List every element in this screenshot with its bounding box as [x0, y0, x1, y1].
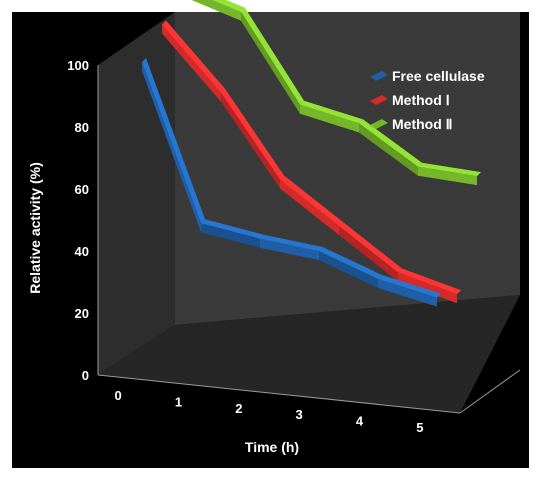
y-tick-label: 0	[82, 368, 89, 383]
series-segment-top	[241, 7, 304, 105]
series-segment-top	[201, 219, 264, 239]
series-segment	[260, 238, 319, 261]
series-segment-top	[142, 58, 205, 224]
y-tick-label: 40	[75, 244, 89, 259]
series-segment	[221, 92, 280, 189]
series-segment	[378, 279, 437, 307]
series-segment	[142, 62, 201, 233]
series-segment	[359, 123, 418, 176]
series-line-0	[142, 58, 441, 307]
series-line-1	[162, 20, 461, 304]
series-segment-top	[339, 222, 402, 273]
series-segment-top	[359, 119, 422, 167]
legend: Free cellulase Method Ⅰ Method Ⅱ	[370, 68, 485, 132]
series-segment-top	[398, 268, 461, 295]
series-segment	[398, 272, 457, 304]
back-wall	[175, 12, 520, 325]
y-axis-ticks: 0 20 40 60 80 100	[67, 58, 89, 383]
series-segment	[280, 179, 339, 235]
legend-swatch	[370, 71, 388, 81]
floor	[98, 295, 520, 413]
legend-label: Method Ⅰ	[392, 92, 450, 108]
x-tick-label: 1	[175, 395, 182, 410]
series-segment	[191, 0, 241, 21]
series-segment-top	[319, 247, 382, 279]
x-tick-label: 3	[296, 407, 303, 422]
series-lines	[142, 0, 481, 307]
series-segment-top	[378, 275, 441, 298]
series-segment-top	[221, 88, 284, 180]
series-segment-top	[280, 175, 343, 226]
x-tick-label: 5	[416, 420, 423, 435]
y-tick-label: 100	[67, 58, 89, 73]
legend-label: Free cellulase	[392, 68, 485, 84]
x-axis-line	[97, 374, 461, 414]
y-axis-title: Relative activity (%)	[27, 162, 43, 294]
series-segment	[201, 223, 260, 248]
series-segment-top	[300, 100, 363, 124]
x-axis-title: Time (h)	[245, 439, 299, 455]
x-tick-label: 2	[235, 401, 242, 416]
series-segment	[339, 226, 398, 282]
y-tick-label: 20	[75, 306, 89, 321]
series-segment-top	[212, 0, 245, 12]
series-segment-top	[162, 20, 225, 93]
series-segment-top	[418, 162, 481, 177]
series-segment	[319, 251, 378, 288]
series-line-2	[191, 0, 481, 186]
legend-swatch	[370, 119, 388, 129]
x-tick-label: 4	[356, 414, 364, 429]
series-segment-top	[260, 234, 323, 252]
y-tick-label: 60	[75, 182, 89, 197]
side-wall	[98, 12, 175, 375]
series-segment	[418, 166, 477, 186]
depth-edge	[459, 369, 521, 414]
legend-swatch	[370, 95, 388, 105]
series-segment	[241, 11, 300, 114]
y-tick-label: 80	[75, 120, 89, 135]
x-tick-label: 0	[115, 388, 122, 403]
series-segment	[300, 104, 359, 133]
x-axis-ticks: 0 1 2 3 4 5	[115, 388, 424, 435]
legend-label: Method Ⅱ	[392, 116, 453, 132]
series-segment	[162, 24, 221, 102]
